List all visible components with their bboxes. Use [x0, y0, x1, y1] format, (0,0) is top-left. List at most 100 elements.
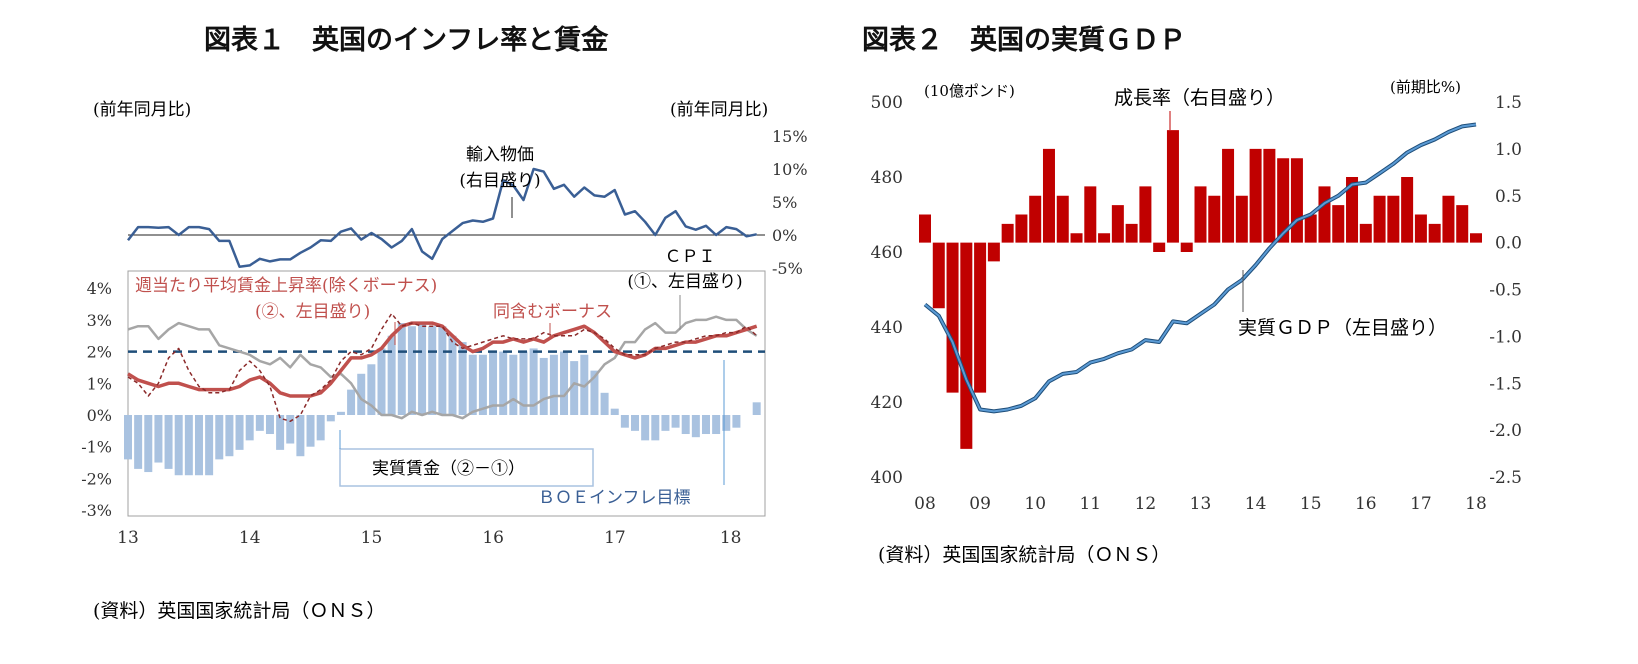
real-wage-bar	[174, 415, 183, 476]
real-wage-bar	[458, 342, 467, 415]
real-wage-bar	[478, 354, 487, 415]
growth-bar	[1387, 195, 1400, 243]
lower-panel-frame	[127, 270, 766, 517]
figure2-source: (資料）英国国家統計局（ＯＮＳ）	[878, 544, 1170, 566]
x-tick: 15	[361, 528, 383, 548]
figure1-unit-right: (前年同月比)	[670, 100, 768, 120]
cpi-label-line2: (①、左目盛り)	[627, 272, 742, 292]
y-tick-right: -5%	[772, 259, 803, 278]
growth-bar	[1414, 214, 1427, 243]
real-wage-bar	[397, 323, 406, 415]
x-tick: 14	[1245, 494, 1267, 514]
real-wage-bar	[681, 415, 690, 435]
growth-bar	[1056, 195, 1069, 243]
y-tick-left: 400	[871, 468, 903, 488]
figure1-source: (資料）英国国家統計局（ＯＮＳ）	[93, 600, 385, 622]
y-tick-left: 2%	[87, 343, 112, 362]
growth-bar	[1373, 195, 1386, 243]
y-tick-left: 0%	[87, 406, 112, 425]
x-tick: 16	[1355, 494, 1377, 514]
growth-bar	[1359, 223, 1372, 243]
growth-bar	[1304, 214, 1317, 243]
x-tick: 18	[1465, 494, 1487, 514]
x-tick: 08	[914, 494, 936, 514]
x-tick: 15	[1300, 494, 1322, 514]
real-wage-bar	[377, 348, 386, 415]
real-wage-bar	[367, 364, 376, 415]
real-wage-bar	[357, 373, 366, 415]
real-wage-bar	[134, 415, 143, 469]
real-wage-bar	[560, 351, 569, 415]
real-wage-bar	[600, 392, 609, 415]
gdp-line	[924, 123, 1477, 413]
growth-bar	[1332, 205, 1345, 243]
real-wage-bar	[255, 415, 264, 431]
y-tick-right: -1.0	[1489, 327, 1522, 347]
growth-bar	[1180, 242, 1193, 252]
y-tick-left: 420	[871, 393, 903, 413]
figure1-left-ticks: 4% 3% 2% 1% 0% -1% -2% -3%	[81, 279, 112, 520]
y-tick-left: 3%	[87, 311, 112, 330]
figure2-unit-right: (前期比%)	[1390, 78, 1461, 96]
real-wage-bar	[347, 389, 356, 415]
growth-bar	[1346, 177, 1359, 243]
growth-bar	[1401, 177, 1414, 243]
y-tick-left: 4%	[87, 279, 112, 298]
x-tick: 12	[1135, 494, 1157, 514]
growth-bar	[1070, 233, 1083, 243]
real-wage-bar	[438, 326, 447, 415]
real-wage-label: 実質賃金（②－①）	[372, 459, 525, 479]
import-price-line	[127, 167, 757, 268]
real-wage-bar	[620, 415, 629, 428]
figure1-title: 図表１ 英国のインフレ率と賃金	[204, 24, 609, 56]
figure2-title: 図表２ 英国の実質ＧＤＰ	[862, 24, 1186, 56]
y-tick-right: 0%	[772, 226, 797, 245]
real-wage-bar	[407, 326, 416, 415]
growth-bar	[987, 242, 1000, 262]
growth-bar	[1084, 186, 1097, 243]
y-tick-right: 0.5	[1495, 187, 1522, 207]
growth-label: 成長率（右目盛り）	[1114, 87, 1285, 109]
growth-bar	[1428, 223, 1441, 243]
real-wage-bar	[691, 415, 700, 438]
real-wage-bar	[529, 348, 538, 415]
real-wage-bar	[154, 415, 163, 463]
real-wage-bar	[631, 415, 640, 431]
growth-bar	[1235, 195, 1248, 243]
real-wage-bar	[610, 408, 619, 415]
growth-bar	[1456, 205, 1469, 243]
real-wage-bar	[519, 351, 528, 415]
growth-bar	[960, 242, 973, 449]
figure1-right-ticks: 15% 10% 5% 0% -5%	[772, 127, 808, 278]
y-tick-right: -2.0	[1489, 421, 1522, 441]
bonus-label: 同含むボーナス	[493, 302, 612, 322]
x-tick: 18	[720, 528, 742, 548]
growth-bar	[974, 242, 987, 393]
real-wage-bar	[205, 415, 214, 476]
x-tick: 11	[1079, 494, 1101, 514]
y-tick-right: 0.0	[1495, 234, 1522, 254]
growth-bar	[1470, 233, 1482, 243]
real-wage-bar	[387, 335, 396, 415]
growth-bar	[1042, 148, 1055, 243]
growth-bar	[1153, 242, 1166, 252]
growth-bar	[1277, 158, 1290, 243]
real-wage-bar	[671, 415, 680, 428]
y-tick-right: 5%	[772, 193, 797, 212]
real-wage-bar	[428, 326, 437, 415]
real-wage-bar	[752, 402, 761, 415]
x-tick: 17	[604, 528, 626, 548]
figure1-x-ticks: 13 14 15 16 17 18	[117, 528, 741, 548]
growth-bar	[1001, 223, 1014, 243]
real-wage-bar	[651, 415, 660, 441]
real-wage-bar	[549, 354, 558, 415]
real-wage-bar	[509, 354, 518, 415]
real-wage-label-box	[339, 448, 594, 487]
growth-bar	[1139, 186, 1152, 243]
real-wage-bar	[732, 415, 741, 428]
x-tick: 13	[1190, 494, 1212, 514]
boe-label: ＢＯＥインフレ目標	[538, 488, 691, 508]
bonus-line	[127, 312, 758, 423]
